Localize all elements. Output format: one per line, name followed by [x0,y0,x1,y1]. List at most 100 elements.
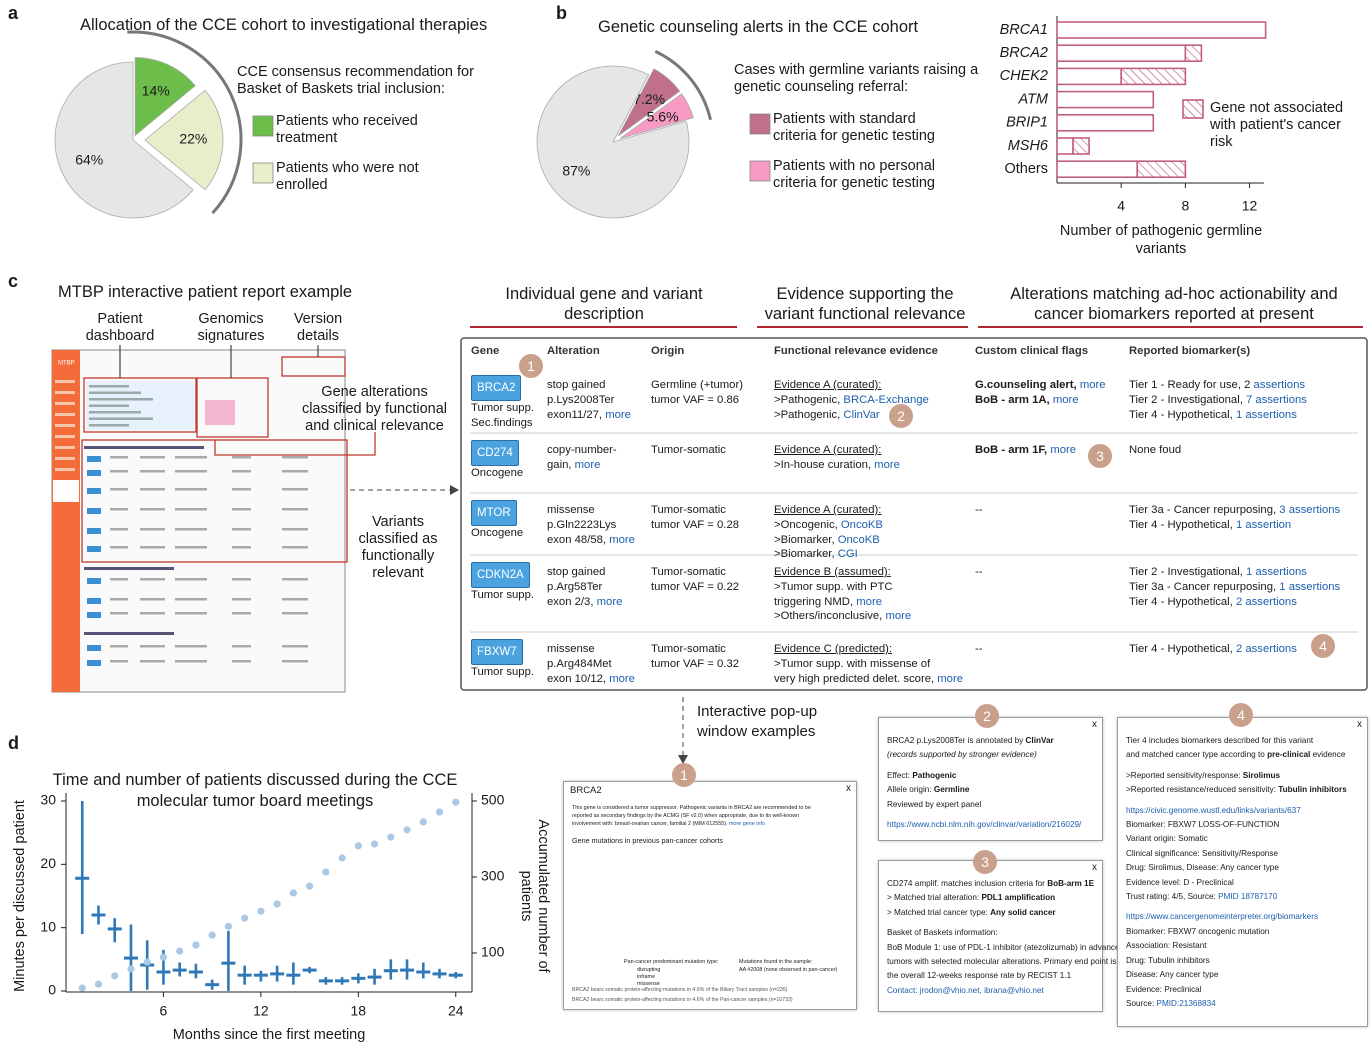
link[interactable]: more [597,596,623,608]
decoration [175,546,207,549]
link[interactable]: CGI [838,548,858,560]
text: Drug: Tubulin inhibitors [1126,956,1210,965]
link[interactable]: 1 assertions [1236,409,1297,421]
link[interactable]: BRCA-Exchange [843,394,928,406]
link[interactable]: 1 assertions [1246,566,1307,578]
decoration [232,660,251,663]
link[interactable]: more [575,459,601,471]
value-label: 14% [142,82,170,98]
link[interactable]: OncoKB [841,519,883,531]
text: None foud [1129,444,1181,456]
text-line: Biomarker: FBXW7 LOSS-OF-FUNCTION [1126,818,1363,832]
text-line: p.Arg484Met [547,657,635,672]
column-header: Functional relevance evidence [774,345,938,357]
link[interactable]: more [609,534,635,546]
close-button[interactable]: x [846,783,851,794]
link[interactable]: 1 assertions [1279,581,1340,593]
callout: 2 [975,704,999,728]
gene-button[interactable]: MTOR [471,500,517,526]
link[interactable]: 7 assertions [1246,394,1307,406]
gene-button[interactable]: CDKN2A [471,562,530,588]
link[interactable]: PMID:21368834 [1157,999,1216,1008]
text: Evidence B (assumed): [774,566,891,578]
link[interactable]: more [1053,394,1079,406]
annotation: Variants classified as functionally rele… [356,514,440,582]
section-header: Evidence supporting the variant function… [752,284,978,324]
decoration [140,528,165,531]
popup: xBRCA2This gene is considered a tumor su… [563,781,857,1010]
decoration [89,411,141,414]
close-button[interactable]: x [1092,719,1097,730]
link[interactable]: more [609,673,635,685]
text: Clinical significance: Sensitivity/Respo… [1126,849,1278,858]
decoration [87,645,101,651]
callout: 4 [1229,703,1253,727]
cell: Tumor-somatic [651,443,726,458]
text: tumor VAF = 0.28 [651,519,739,531]
text-line: Tumor-somatic [651,565,739,580]
figure: a b c d MTBP 14%22%64%7.2%5.6%87%4812BRC… [0,0,1372,1045]
popup: xCD274 amplif. matches inclusion criteri… [878,860,1103,1012]
decoration [89,398,153,401]
close-button[interactable]: x [1357,719,1362,730]
text: (records supported by stronger evidence) [887,750,1037,759]
link[interactable]: 1 assertion [1236,519,1291,531]
link[interactable]: OncoKB [838,534,880,546]
text: Trust rating: 4/5, Source: [1126,892,1218,901]
text: Source: [1126,999,1157,1008]
section-header: Alterations matching ad-hoc actionabilit… [985,284,1363,324]
paragraph: https://civic.genome.wustl.edu/links/var… [1126,804,1363,905]
link[interactable]: 2 assertions [1236,596,1297,608]
link[interactable]: more [1080,379,1106,391]
text-line: > Matched trial cancer type: Any solid c… [887,906,1098,920]
cell: stop gainedp.Arg58Terexon 2/3, more [547,565,622,609]
text: reported as secondary findings by the AC… [572,813,799,819]
link[interactable]: assertions [1254,379,1306,391]
close-button[interactable]: x [1092,862,1097,873]
popup: x Tier 4 includes biomarkers described fo… [1117,717,1368,1027]
link[interactable]: https://www.ncbi.nlm.nih.gov/clinvar/var… [887,820,1081,829]
link[interactable]: Contact: jrodon@vhio.net, ibrana@vhio.ne… [887,986,1044,995]
link[interactable]: more [605,409,631,421]
decoration [110,578,128,581]
gene-button[interactable]: CD274 [471,440,519,466]
text: >Pathogenic, [774,409,843,421]
legend-title: Pan-cancer predominant mutation type: [624,959,718,965]
decoration [175,660,207,663]
text-line: missense [547,503,635,518]
decoration [175,488,207,491]
y-tick-label: 10 [40,918,56,934]
text-line: >Others/inconclusive, more [774,609,911,624]
legend-swatch [253,163,273,183]
text: involvement with: breast-ovarian cancer,… [572,821,729,827]
link[interactable]: more gene info [729,821,765,827]
text-line: Tier 4 - Hypothetical, 1 assertion [1129,518,1340,533]
gene-button[interactable]: BRCA2 [471,375,521,401]
link[interactable]: ClinVar [843,409,879,421]
text-line: Tier 4 includes biomarkers described for… [1126,734,1363,748]
point [322,868,329,875]
link[interactable]: 2 assertions [1236,643,1297,655]
link[interactable]: more [856,596,882,608]
text-line: tumor VAF = 0.86 [651,393,743,408]
link[interactable]: 3 assertions [1279,504,1340,516]
link[interactable]: PMID 18787170 [1218,892,1277,901]
link[interactable]: https://civic.genome.wustl.edu/links/var… [1126,806,1301,815]
cell: Oncogene [471,466,523,481]
link[interactable]: more [937,673,963,685]
link[interactable]: https://www.cancergenomeinterpreter.org/… [1126,912,1318,921]
callout: 1 [519,354,543,378]
legend-swatch [750,161,770,181]
decoration [89,424,129,427]
bar [1185,45,1201,61]
link[interactable]: more [1050,444,1076,456]
cell: -- [975,642,983,657]
text-line: Reviewed by expert panel [887,798,1098,812]
point [371,840,378,847]
link[interactable]: more [874,459,900,471]
gene-button[interactable]: FBXW7 [471,639,523,665]
x-tick-label: 8 [1181,198,1189,214]
link[interactable]: more [885,610,911,622]
text: Biomarker: FBXW7 oncogenic mutation [1126,927,1269,936]
y-axis-label: Minutes per discussed patient [12,800,28,992]
